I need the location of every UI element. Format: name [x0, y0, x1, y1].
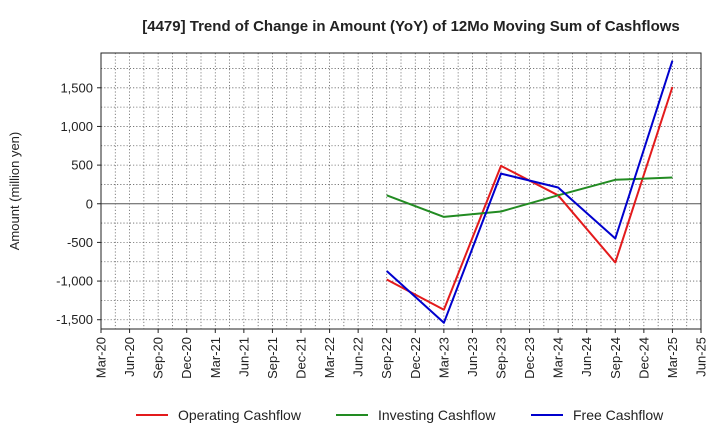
x-tick-label: Mar-23 [436, 337, 451, 378]
x-tick-label: Jun-22 [351, 337, 366, 377]
free-cashflow-line [386, 60, 674, 324]
legend: Operating Cashflow Investing Cashflow Free… [136, 407, 664, 423]
x-tick-label: Mar-21 [208, 337, 223, 378]
x-tick-label: Dec-20 [179, 337, 194, 379]
operating-cashflow-legend-label: Operating Cashflow [178, 407, 302, 423]
x-tick-label: Mar-20 [94, 337, 109, 378]
x-tick-label: Jun-20 [122, 337, 137, 377]
x-tick-label: Dec-23 [522, 337, 537, 379]
x-tick-label: Dec-24 [636, 337, 651, 379]
x-tick-label: Jun-23 [465, 337, 480, 377]
investing-cashflow-legend-label: Investing Cashflow [378, 407, 496, 423]
y-tick-label: 1,500 [60, 80, 93, 95]
y-tick-labels: -1,500 -1,000 -500 0 500 1,000 1,500 [56, 80, 101, 327]
x-tick-label: Sep-22 [379, 337, 394, 379]
y-tick-label: 500 [71, 158, 93, 173]
x-tick-label: Sep-23 [494, 337, 509, 379]
x-tick-label: Sep-20 [151, 337, 166, 379]
plot-frame [100, 52, 702, 330]
x-tick-label: Jun-24 [579, 337, 594, 377]
x-tick-label: Jun-25 [694, 337, 709, 377]
x-tick-label: Mar-22 [322, 337, 337, 378]
x-tick-label: Sep-24 [608, 337, 623, 379]
x-tick-label: Mar-24 [551, 337, 566, 378]
x-tick-label: Jun-21 [236, 337, 251, 377]
x-tick-label: Sep-21 [265, 337, 280, 379]
chart-title: [4479] Trend of Change in Amount (YoY) o… [142, 18, 680, 35]
investing-cashflow-line [386, 176, 673, 218]
y-axis-label: Amount (million yen) [7, 132, 22, 251]
free-cashflow-legend-label: Free Cashflow [573, 407, 664, 423]
y-tick-label: -1,000 [56, 274, 93, 289]
x-tick-label: Dec-22 [408, 337, 423, 379]
y-tick-label: 0 [86, 196, 93, 211]
x-tick-label: Mar-25 [665, 337, 680, 378]
y-tick-label: -1,500 [56, 312, 93, 327]
series-lines [386, 60, 674, 324]
y-tick-label: 1,000 [60, 119, 93, 134]
x-tick-labels: Mar-20 Jun-20 Sep-20 Dec-20 Mar-21 Jun-21 Sep-… [94, 329, 709, 379]
y-tick-label: -500 [67, 235, 93, 250]
x-tick-label: Dec-21 [294, 337, 309, 379]
